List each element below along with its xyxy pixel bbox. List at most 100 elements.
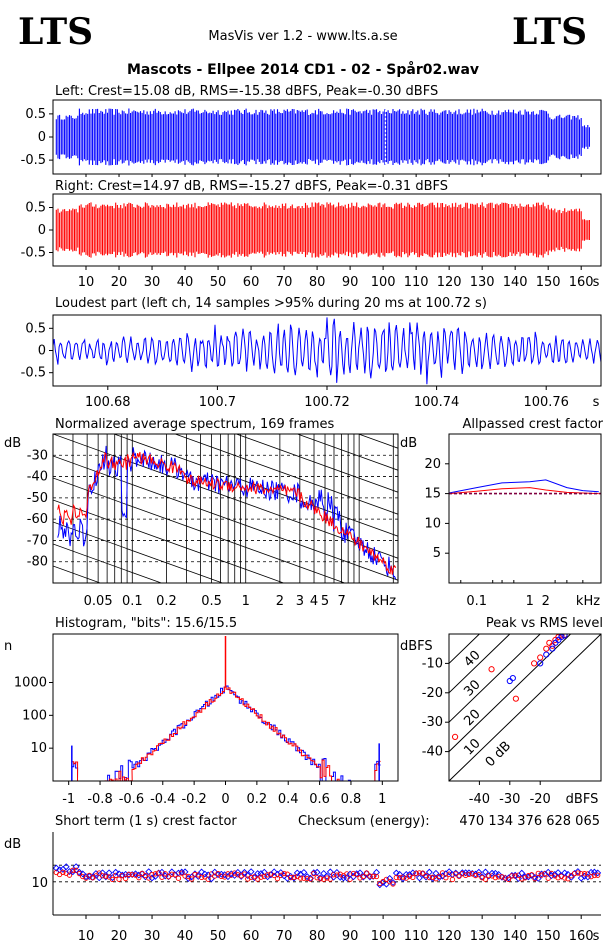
- short-crest-right-point: [324, 875, 330, 881]
- peak-rms-right-point: [546, 639, 553, 646]
- histogram-xtick-label: 1: [378, 792, 386, 807]
- short-crest-right-point: [357, 875, 363, 881]
- short-crest-right-point: [595, 872, 601, 878]
- logo-right: LTS: [512, 11, 587, 53]
- peak-rms-diagonal-label: 20: [461, 707, 483, 729]
- peak-rms-ytick-label: -30: [422, 715, 443, 730]
- right-waveform-xtick-label: 10: [78, 275, 95, 290]
- histogram-xtick-label: -0.6: [119, 792, 144, 807]
- short-crest-right-point: [413, 870, 419, 876]
- short-crest-left-point: [554, 869, 562, 877]
- short-crest-right-point: [446, 871, 452, 877]
- short-crest-ylabel: dB: [4, 837, 21, 852]
- short-crest-right-point: [591, 872, 598, 879]
- short-crest-xtick-label: 140: [503, 929, 528, 944]
- spectrum-slope-line: [174, 434, 398, 515]
- short-crest-left-point: [247, 868, 255, 876]
- histogram-right-series: [71, 686, 381, 782]
- short-crest-left-point: [320, 870, 328, 877]
- left-waveform-ytick-label: 0.5: [25, 107, 46, 122]
- short-crest-right-point: [248, 874, 254, 881]
- checksum-label: Checksum (energy):: [298, 814, 430, 829]
- histogram-title: Histogram, "bits": 15.6/15.5: [55, 616, 237, 631]
- short-crest-xtick-label: 20: [111, 929, 128, 944]
- short-crest-right-point: [449, 876, 456, 883]
- spectrum-slope-line: [53, 499, 285, 583]
- spectrum-left-series: [57, 445, 397, 580]
- short-crest-left-point: [132, 870, 139, 878]
- short-crest-left-point: [300, 868, 308, 876]
- short-crest-left-point: [392, 869, 400, 877]
- short-crest-right-point: [426, 874, 432, 881]
- crest-xtick-label: 1: [526, 594, 534, 609]
- short-crest-right-point: [288, 874, 294, 881]
- right-waveform-xtick-label: 110: [404, 275, 429, 290]
- spectrum-plot: [53, 434, 398, 583]
- spectrum-ytick-label: -50: [27, 491, 48, 506]
- histogram-xtick-label: 0.6: [309, 792, 330, 807]
- spectrum-xtick-label: 5: [321, 594, 329, 609]
- crest-xtick-label: 0.1: [466, 594, 487, 609]
- short-crest-right-point: [152, 871, 158, 877]
- short-crest-left-point: [481, 868, 489, 876]
- histogram-xtick-label: -0.4: [150, 792, 175, 807]
- right-waveform-xtick-label: 60: [243, 275, 260, 290]
- loudest-xtick-label: 100.74: [414, 395, 460, 410]
- right-waveform-xtick-label: 120: [437, 275, 462, 290]
- spectrum-ytick-label: -80: [27, 555, 48, 570]
- short-crest-right-point: [291, 874, 297, 880]
- short-crest-right-point: [96, 870, 102, 876]
- short-crest-ytick-label: 10: [31, 876, 48, 891]
- short-crest-right-point: [562, 875, 568, 881]
- short-crest-left-point: [518, 869, 526, 877]
- spectrum-ytick-label: -60: [27, 512, 48, 527]
- crest-ytick-label: 5: [433, 546, 441, 561]
- peak-rms-diagonal-label: 30: [461, 677, 483, 699]
- short-crest-right-point: [502, 875, 508, 881]
- short-crest-left-point: [326, 868, 334, 876]
- spectrum-slope-line: [235, 434, 398, 493]
- short-crest-xtick-label: 30: [144, 929, 161, 944]
- short-crest-right-point: [297, 875, 304, 881]
- peak-rms-diagonal-label: 40: [461, 648, 483, 670]
- spectrum-ytick-label: -70: [27, 533, 48, 548]
- histogram-ylabel: n: [4, 639, 12, 654]
- short-crest-left-point: [594, 869, 602, 877]
- right-waveform-xtick-label: 100: [371, 275, 396, 290]
- short-crest-right-point: [109, 876, 116, 883]
- short-crest-right-point: [400, 874, 406, 880]
- short-crest-right-point: [509, 873, 515, 879]
- short-crest-right-point: [420, 870, 426, 876]
- left-waveform-signal: [55, 108, 590, 166]
- short-crest-right-point: [344, 871, 350, 877]
- loudest-part-signal: [52, 317, 602, 385]
- peak-rms-left-point: [509, 675, 516, 682]
- peak-rms-title: Peak vs RMS level: [486, 616, 603, 631]
- short-crest-right-point: [406, 873, 413, 879]
- peak-rms-xtick-label: -20: [530, 792, 551, 807]
- short-crest-right-point: [456, 873, 462, 879]
- histogram-xtick-label: 0.2: [247, 792, 268, 807]
- right-waveform-ytick-label: 0.5: [25, 201, 46, 216]
- crest-ylabel: dB: [400, 436, 417, 451]
- spectrum-xtick-label: 4: [310, 594, 318, 609]
- short-crest-right-point: [165, 874, 172, 880]
- spectrum-xtick-label: 3: [296, 594, 304, 609]
- right-waveform-xtick-label: 130: [470, 275, 495, 290]
- short-crest-xtick-label: 90: [342, 929, 359, 944]
- short-crest-right-point: [439, 870, 446, 876]
- peak-rms-right-point: [488, 666, 495, 673]
- short-crest-right-point: [189, 876, 195, 882]
- short-crest-left-point: [241, 868, 248, 876]
- short-crest-left-point: [151, 872, 159, 880]
- peak-rms-xunit: dBFS: [566, 792, 599, 807]
- short-crest-right-point: [146, 875, 152, 881]
- short-crest-xtick-label: 60: [243, 929, 260, 944]
- peak-rms-right-point: [512, 695, 519, 702]
- short-crest-right-point: [492, 874, 499, 881]
- short-crest-title: Short term (1 s) crest factor: [55, 814, 237, 829]
- short-crest-right-point: [66, 872, 73, 878]
- spectrum-slope-line: [296, 434, 398, 471]
- short-crest-right-point: [588, 873, 594, 880]
- short-crest-right-point: [360, 873, 366, 880]
